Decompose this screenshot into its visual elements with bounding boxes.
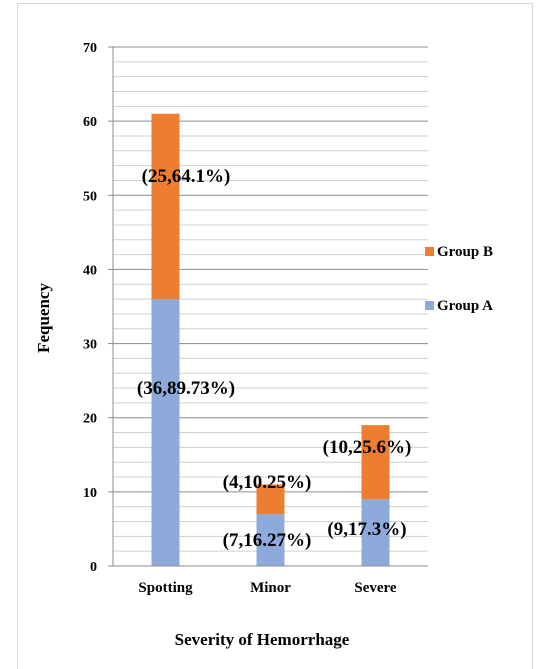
y-tick-label: 0 xyxy=(90,560,97,575)
y-tick-label: 20 xyxy=(83,412,97,427)
bars xyxy=(151,113,390,566)
data-labels: (36,89.73%) (25,64.1%) (7,16.27%) (4,10.25%… xyxy=(137,166,411,551)
y-tick-label: 40 xyxy=(83,263,97,278)
data-label-group-a: (9,17.3%) xyxy=(327,519,406,540)
y-axis-label: Fequency xyxy=(34,283,53,353)
legend-label: Group B xyxy=(437,244,493,260)
x-tick-label: Spotting xyxy=(138,580,193,596)
y-tick-label: 70 xyxy=(83,41,97,56)
y-tick-label: 50 xyxy=(83,189,97,204)
y-tick-label: 10 xyxy=(83,486,97,501)
bar-group-a-minor xyxy=(256,514,285,566)
x-tick-label: Severe xyxy=(354,580,397,596)
x-axis-label: Severity of Hemorrhage xyxy=(175,630,350,649)
bar-group-b-minor xyxy=(256,484,285,515)
data-label-group-b: (4,10.25%) xyxy=(223,472,312,493)
legend-label: Group A xyxy=(437,298,493,314)
data-label-group-a: (7,16.27%) xyxy=(223,530,312,551)
data-label-group-b: (10,25.6%) xyxy=(323,437,412,458)
bar-group-b-severe xyxy=(361,425,390,500)
bar-group-b-spotting xyxy=(151,113,180,300)
bar-group-a-severe xyxy=(361,499,390,566)
data-label-group-a: (36,89.73%) xyxy=(137,378,235,399)
y-tick-labels: 0 10 20 30 40 50 60 70 xyxy=(83,41,97,575)
legend: Group B Group A xyxy=(425,244,493,314)
y-tick-label: 30 xyxy=(83,338,97,353)
legend-swatch xyxy=(425,247,434,256)
data-label-group-b: (25,64.1%) xyxy=(142,166,231,187)
x-tick-labels: Spotting Minor Severe xyxy=(138,580,397,596)
bar-group-a-spotting xyxy=(151,299,180,566)
axes xyxy=(108,46,428,567)
y-tick-label: 60 xyxy=(83,115,97,130)
legend-swatch xyxy=(425,301,434,310)
x-tick-label: Minor xyxy=(250,580,291,596)
